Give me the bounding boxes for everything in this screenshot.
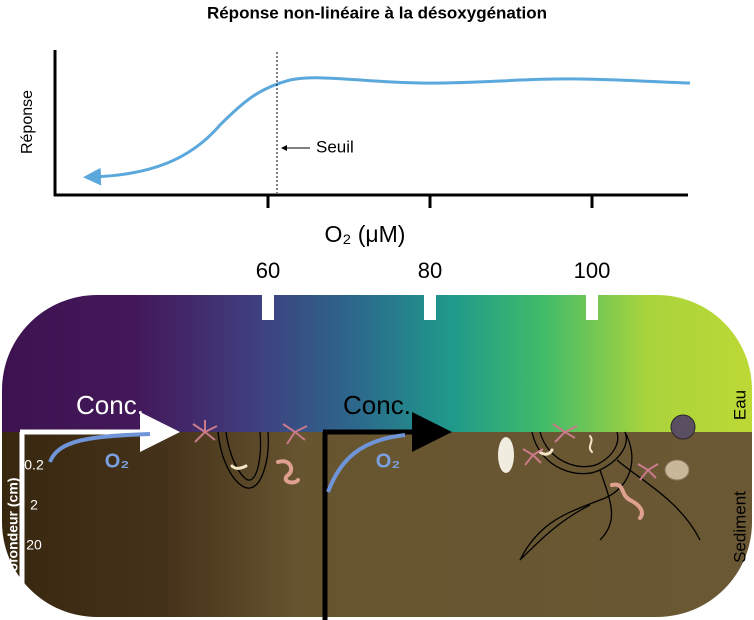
sediment: [2, 432, 752, 617]
x-label: O₂ (μM): [325, 221, 406, 247]
threshold-label: Seuil: [316, 137, 354, 156]
x-ticks: 60 80 100: [256, 195, 611, 283]
brittle-stars: [192, 420, 659, 481]
o2-profile: [326, 433, 406, 493]
clam: [664, 459, 690, 481]
x-tick-label: 100: [574, 258, 611, 283]
o2-label: O₂: [105, 450, 129, 472]
x-tick-label: 80: [418, 258, 442, 283]
x-tick-label: 60: [256, 258, 280, 283]
y-label: Réponse: [19, 90, 36, 154]
depth-tick: 20: [26, 537, 42, 553]
conc-label: Conc.: [343, 390, 411, 420]
water: [2, 295, 752, 433]
depth-tick: 0.2: [24, 457, 44, 473]
o2-label: O₂: [376, 450, 400, 472]
urchin: [670, 414, 696, 440]
water-label: Eau: [730, 390, 749, 420]
depth-label: Profondeur (cm): [5, 478, 21, 587]
title: Réponse non-linéaire à la désoxygénation: [207, 3, 547, 22]
burrows: [217, 431, 701, 561]
environment-panel: [2, 295, 752, 617]
conc-label: Conc.: [76, 390, 144, 420]
response-curve: [83, 76, 691, 186]
depth-tick: 2: [30, 497, 38, 513]
snail: [498, 437, 514, 473]
notch: [424, 293, 436, 320]
o2-profile: [48, 432, 151, 463]
notch: [262, 293, 274, 320]
notches: [262, 293, 598, 320]
worms: [230, 435, 644, 520]
sediment-label: Sediment: [730, 491, 749, 563]
notch: [586, 293, 598, 320]
